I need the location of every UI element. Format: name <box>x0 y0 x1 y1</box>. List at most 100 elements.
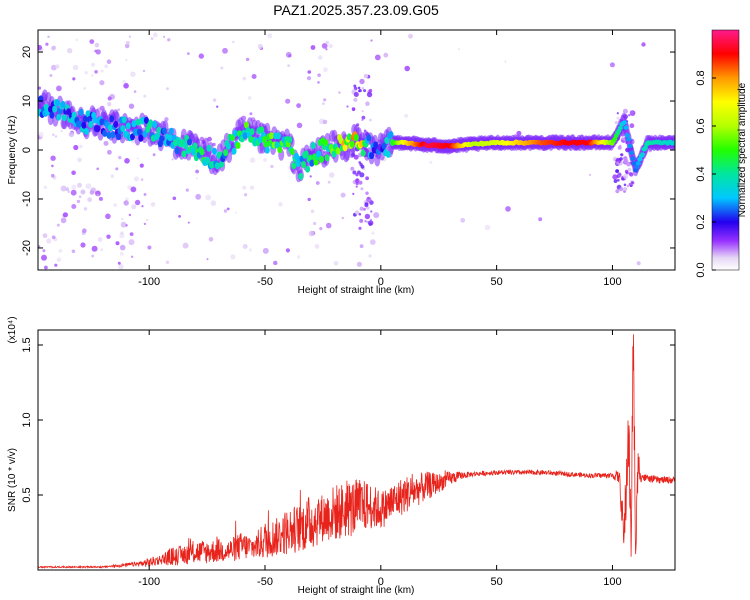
heatmap-cell <box>588 173 592 176</box>
heatmap-cell <box>100 248 104 252</box>
heatmap-cell <box>49 74 53 77</box>
heatmap-cell <box>91 254 95 258</box>
heatmap-cell <box>70 189 77 196</box>
heatmap-cell <box>143 222 147 226</box>
heatmap-cell <box>315 181 320 185</box>
heatmap-cell <box>106 131 112 139</box>
colorbar-label: Normalized spectral amplitude <box>737 82 748 217</box>
heatmap-cell <box>631 181 634 185</box>
heatmap-cell <box>143 193 147 196</box>
heatmap-cell <box>73 144 79 151</box>
heatmap-cell <box>136 157 139 160</box>
heatmap-cell <box>120 231 124 235</box>
heatmap-cell <box>51 173 55 178</box>
heatmap-y-tick-label: -10 <box>21 191 33 207</box>
colorbar-tick-label: 0.0 <box>695 262 707 277</box>
heatmap-cell <box>249 157 256 163</box>
heatmap-cell <box>205 194 212 201</box>
heatmap-y-tick-label: 0 <box>21 147 33 153</box>
heatmap-cell <box>125 58 128 62</box>
heatmap-cell <box>621 177 625 181</box>
heatmap-x-tick-label: -50 <box>257 276 273 288</box>
heatmap-cell <box>616 161 619 165</box>
heatmap-cell <box>137 128 142 136</box>
heatmap-cell <box>366 206 370 210</box>
heatmap-cell <box>143 116 149 124</box>
heatmap-cell <box>429 160 433 164</box>
heatmap-cell <box>274 141 280 149</box>
snr-y-tick-label: 0.5 <box>21 487 33 502</box>
colorbar <box>711 29 740 271</box>
heatmap-cell <box>305 165 311 173</box>
heatmap-cell <box>50 155 56 161</box>
heatmap-cell <box>356 261 362 267</box>
heatmap-cell <box>317 73 321 77</box>
heatmap-cell <box>128 239 135 246</box>
heatmap-cell <box>195 177 198 180</box>
heatmap-cell <box>353 134 359 142</box>
heatmap-cell <box>162 35 166 38</box>
heatmap-cell <box>313 221 317 226</box>
heatmap-cell <box>623 125 629 130</box>
heatmap-cell <box>617 145 622 150</box>
heatmap-cell <box>54 263 58 267</box>
heatmap-cell <box>353 154 359 160</box>
heatmap-cell <box>325 48 328 51</box>
heatmap-cell <box>322 102 325 105</box>
heatmap-cell <box>374 54 381 61</box>
heatmap-cell <box>370 39 373 42</box>
heatmap-cell <box>119 252 124 256</box>
heatmap-cell <box>87 197 93 203</box>
heatmap-cell <box>621 137 624 140</box>
heatmap-cell <box>212 98 217 102</box>
heatmap-cell <box>38 131 44 137</box>
heatmap-cell <box>385 150 391 158</box>
heatmap-cell <box>307 197 311 202</box>
heatmap-cell <box>60 217 67 224</box>
heatmap-cell <box>97 237 103 242</box>
snr-x-axis-label: Height of straight line (km) <box>298 585 415 596</box>
heatmap-cell <box>123 200 129 206</box>
snr-y-tick-label: 1.5 <box>21 337 33 352</box>
heatmap-cell <box>368 88 373 93</box>
heatmap-cell <box>210 200 217 206</box>
heatmap-cell <box>52 133 55 136</box>
heatmap-cell <box>616 116 620 120</box>
heatmap-cell <box>103 140 109 146</box>
heatmap-cell <box>351 107 356 112</box>
heatmap-y-axis: -20 -10 0 10 20 <box>21 46 675 256</box>
heatmap-cell <box>327 180 331 184</box>
heatmap-cell <box>130 186 137 193</box>
heatmap-cell <box>156 126 162 134</box>
heatmap-cell <box>84 127 90 135</box>
heatmap-cell <box>130 71 136 77</box>
heatmap-cell <box>95 190 101 197</box>
heatmap-cell <box>51 45 56 51</box>
heatmap-cell <box>89 190 95 195</box>
heatmap-cell <box>352 170 357 175</box>
heatmap-cell <box>56 223 60 227</box>
heatmap-cell <box>353 84 357 88</box>
heatmap-cell <box>484 224 491 231</box>
snr-x-tick-label: -100 <box>138 576 160 588</box>
heatmap-cell <box>152 32 158 38</box>
heatmap-cell <box>333 261 339 266</box>
heatmap-cell <box>78 195 82 199</box>
heatmap-cell <box>626 137 632 142</box>
heatmap-cell <box>90 62 96 67</box>
heatmap-cell <box>251 74 257 79</box>
heatmap-cell <box>155 132 160 140</box>
heatmap-cell <box>72 77 76 81</box>
heatmap-cell <box>79 144 83 149</box>
heatmap-cell <box>314 244 320 249</box>
heatmap-cell <box>185 188 189 192</box>
heatmap-cell <box>134 199 141 206</box>
heatmap-cell <box>366 91 373 98</box>
heatmap-cell <box>91 245 98 252</box>
heatmap-cell <box>381 142 387 150</box>
heatmap-cell <box>358 212 362 216</box>
heatmap-cell <box>67 48 73 54</box>
heatmap-cell <box>249 112 253 116</box>
heatmap-cell <box>538 217 543 222</box>
heatmap-cell <box>205 156 211 164</box>
